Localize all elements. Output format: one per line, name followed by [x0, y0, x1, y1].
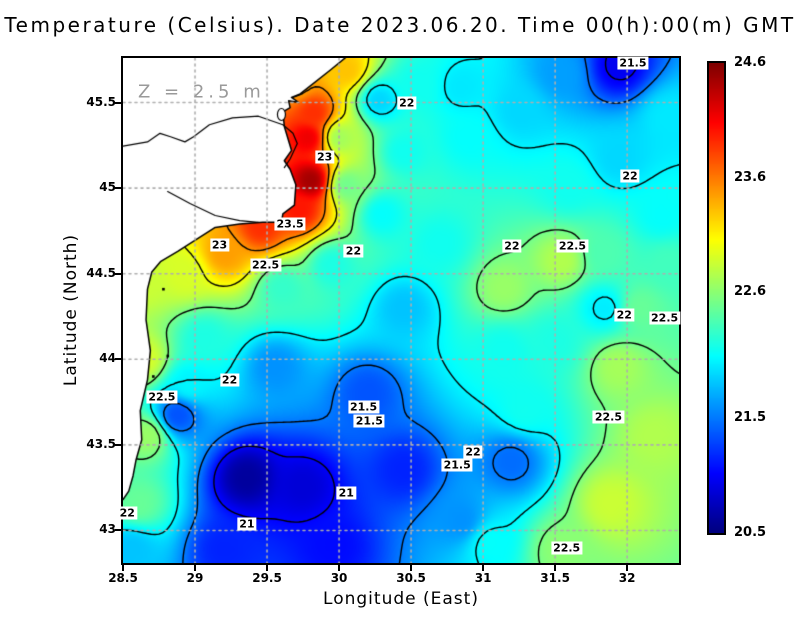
contour-label: 22.5 [146, 390, 178, 404]
x-tick-mark [482, 565, 485, 571]
y-tick-mark [115, 443, 121, 446]
y-tick-label: 43.5 [86, 436, 116, 451]
colorbar-tick-label: 20.5 [734, 525, 767, 540]
x-tick-label: 29.5 [252, 571, 282, 585]
colorbar-gradient-canvas [709, 63, 724, 533]
chart-title: Temperature (Celsius). Date 2023.06.20. … [4, 13, 796, 37]
x-tick-label: 30.5 [396, 571, 426, 585]
x-tick-label: 31.5 [540, 571, 570, 585]
colorbar-tick-label: 22.6 [734, 284, 767, 300]
temperature-field-canvas [123, 58, 679, 563]
y-tick-mark [115, 187, 121, 190]
x-tick-mark [338, 565, 341, 571]
contour-label: 22 [614, 308, 634, 322]
contour-label: 22 [117, 506, 137, 520]
y-tick-label: 45.5 [86, 94, 116, 109]
contour-label: 22.5 [592, 410, 624, 424]
x-tick-mark [122, 565, 124, 571]
contour-label: 21.5 [353, 414, 385, 428]
x-tick-label: 32 [618, 571, 636, 585]
contour-label: 22 [620, 169, 640, 183]
contour-label: 23 [209, 238, 230, 252]
x-axis-label: Longitude (East) [323, 589, 479, 609]
contour-label: 22 [343, 244, 364, 258]
contour-label: 22 [397, 96, 417, 109]
x-tick-label: 29 [186, 571, 204, 585]
x-tick-mark [266, 565, 269, 571]
y-tick-mark [115, 101, 121, 104]
x-tick-label: 28.5 [108, 571, 138, 585]
contour-labels-layer: 21.5 22 23 23.5 23 22.5 22 22 22 22.5 22 22.5 22 22.5… [117, 56, 681, 563]
x-tick-mark [626, 565, 629, 571]
contour-label: 21.5 [347, 400, 380, 414]
contour-label: 22 [219, 373, 240, 387]
plot-area: 21.5 22 23 23.5 23 22.5 22 22 22 22.5 22 22.5 22 22.5… [117, 56, 681, 565]
colorbar-tick-label: 23.6 [734, 169, 767, 185]
contour-label: 22 [502, 239, 522, 253]
contour-label: 22 [463, 445, 483, 459]
x-tick-mark [554, 565, 557, 571]
y-tick-label: 45 [99, 180, 116, 195]
y-tick-mark [115, 272, 121, 275]
x-tick-mark [194, 565, 197, 571]
contour-label: 21.5 [441, 458, 473, 472]
contour-label: 23 [315, 150, 335, 164]
y-tick-label: 44.5 [86, 265, 116, 280]
contour-label: 22.5 [250, 258, 282, 272]
contour-label: 21 [237, 517, 257, 531]
contour-label: 21.5 [617, 56, 649, 70]
colorbar-tick-label: 21.5 [734, 410, 767, 426]
contour-label: 23.5 [274, 217, 306, 231]
contour-label: 22.5 [556, 239, 588, 253]
x-tick-label: 30 [330, 571, 348, 585]
contour-label: 22.5 [649, 311, 681, 325]
y-tick-mark [115, 529, 121, 532]
x-tick-label: 31 [474, 571, 492, 585]
y-tick-label: 43 [99, 522, 116, 537]
y-tick-mark [115, 358, 121, 361]
depth-annotation: Z = 2.5 m [138, 81, 265, 103]
y-tick-label: 44 [99, 351, 116, 366]
contour-label: 22.5 [551, 541, 583, 555]
contour-label: 21 [336, 486, 356, 500]
colorbar-tick-label: 24.6 [734, 55, 767, 70]
x-tick-mark [410, 565, 413, 571]
colorbar [707, 61, 726, 535]
